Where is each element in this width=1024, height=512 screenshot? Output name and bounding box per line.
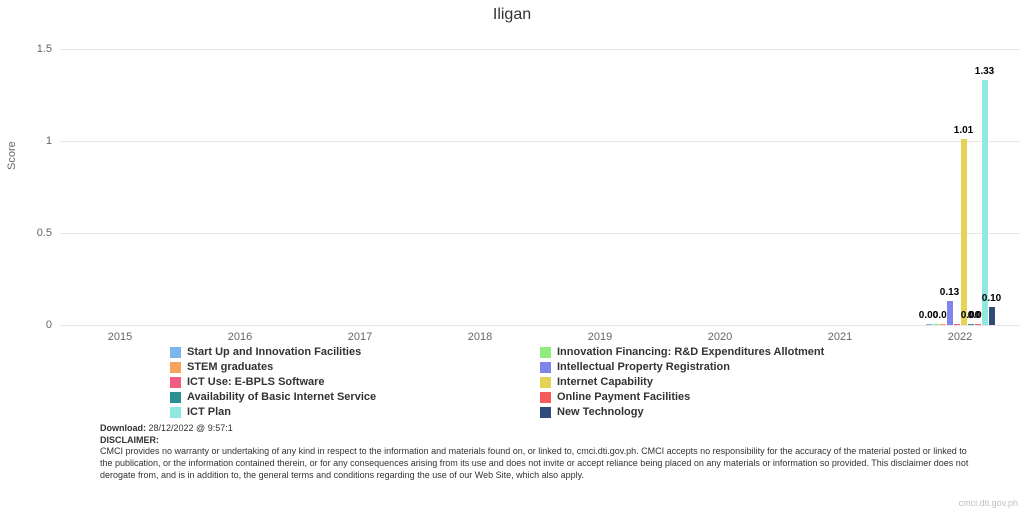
x-tick-label: 2017 — [348, 331, 372, 343]
legend-item[interactable]: Innovation Financing: R&D Expenditures A… — [540, 345, 910, 359]
bar — [933, 324, 939, 326]
legend-item[interactable]: ICT Plan — [170, 405, 540, 419]
legend-item[interactable]: New Technology — [540, 405, 910, 419]
bar: 0.00 — [975, 324, 981, 326]
x-tick-label: 2022 — [948, 331, 972, 343]
legend-label: Availability of Basic Internet Service — [187, 390, 376, 404]
legend-swatch — [170, 347, 181, 358]
gridline — [60, 141, 1020, 142]
x-tick-label: 2018 — [468, 331, 492, 343]
legend-label: Innovation Financing: R&D Expenditures A… — [557, 345, 824, 359]
x-tick-label: 2015 — [108, 331, 132, 343]
legend-label: ICT Plan — [187, 405, 231, 419]
legend-swatch — [170, 392, 181, 403]
chart-container: Iligan Score 00.511.52015201620172018201… — [0, 0, 1024, 512]
footer: Download: 28/12/2022 @ 9:57:1 DISCLAIMER… — [100, 423, 970, 481]
bar: 0.10 — [989, 307, 995, 325]
legend-swatch — [540, 392, 551, 403]
legend-swatch — [170, 407, 181, 418]
chart-title: Iligan — [0, 6, 1024, 24]
gridline — [60, 233, 1020, 234]
download-timestamp: 28/12/2022 @ 9:57:1 — [149, 423, 233, 433]
bar: 1.33 — [982, 80, 988, 325]
legend-label: ICT Use: E-BPLS Software — [187, 375, 325, 389]
legend-item[interactable]: STEM graduates — [170, 360, 540, 374]
legend-swatch — [540, 407, 551, 418]
bar — [954, 324, 960, 326]
legend-swatch — [540, 377, 551, 388]
bar: 0.13 — [947, 301, 953, 325]
x-tick-label: 2021 — [828, 331, 852, 343]
bar-value-label: 1.33 — [975, 66, 994, 77]
bar-value-label: 0.10 — [982, 293, 1001, 304]
y-axis-label: Score — [6, 141, 18, 170]
gridline — [60, 49, 1020, 50]
legend-item[interactable]: Online Payment Facilities — [540, 390, 910, 404]
legend-label: Start Up and Innovation Facilities — [187, 345, 361, 359]
watermark: cmci.dti.gov.ph — [959, 498, 1018, 508]
bar: 0.00 — [968, 324, 974, 326]
legend: Start Up and Innovation FacilitiesSTEM g… — [170, 345, 910, 420]
legend-label: Intellectual Property Registration — [557, 360, 730, 374]
legend-column: Innovation Financing: R&D Expenditures A… — [540, 345, 910, 420]
y-tick-label: 0 — [46, 319, 52, 331]
x-tick-label: 2016 — [228, 331, 252, 343]
legend-label: STEM graduates — [187, 360, 273, 374]
legend-column: Start Up and Innovation FacilitiesSTEM g… — [170, 345, 540, 420]
bar-value-label: 1.01 — [954, 125, 973, 136]
disclaimer-label: DISCLAIMER: — [100, 435, 159, 445]
legend-item[interactable]: Internet Capability — [540, 375, 910, 389]
legend-item[interactable]: Intellectual Property Registration — [540, 360, 910, 374]
legend-swatch — [540, 362, 551, 373]
y-tick-label: 1.5 — [37, 43, 52, 55]
legend-label: New Technology — [557, 405, 644, 419]
bar-value-label: 0.13 — [940, 287, 959, 298]
bar: 0.00 — [940, 324, 946, 326]
plot-area: 00.511.520152016201720182019202020212022… — [60, 40, 1020, 325]
x-tick-label: 2020 — [708, 331, 732, 343]
y-tick-label: 0.5 — [37, 227, 52, 239]
legend-item[interactable]: Start Up and Innovation Facilities — [170, 345, 540, 359]
bar: 1.01 — [961, 139, 967, 325]
legend-swatch — [540, 347, 551, 358]
legend-swatch — [170, 377, 181, 388]
x-tick-label: 2019 — [588, 331, 612, 343]
legend-label: Internet Capability — [557, 375, 653, 389]
disclaimer-text: CMCI provides no warranty or undertaking… — [100, 446, 968, 479]
bar: 0.00 — [926, 324, 932, 326]
gridline — [60, 325, 1020, 326]
legend-swatch — [170, 362, 181, 373]
download-label: Download: — [100, 423, 146, 433]
legend-item[interactable]: ICT Use: E-BPLS Software — [170, 375, 540, 389]
legend-item[interactable]: Availability of Basic Internet Service — [170, 390, 540, 404]
y-tick-label: 1 — [46, 135, 52, 147]
legend-label: Online Payment Facilities — [557, 390, 690, 404]
